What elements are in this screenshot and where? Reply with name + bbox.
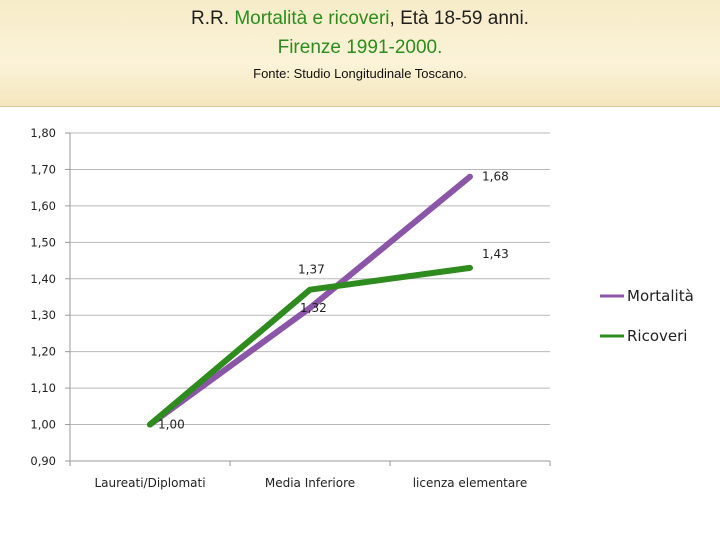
slide-header: R.R. Mortalità e ricoveri, Età 18-59 ann… xyxy=(0,0,720,107)
data-labels: 1,00 1,32 1,68 1,37 1,43 xyxy=(158,170,509,432)
data-label: 1,68 xyxy=(482,170,509,184)
gridlines xyxy=(70,132,550,462)
series-line-mortalità xyxy=(147,173,473,428)
y-tick-label: 1,10 xyxy=(30,381,56,395)
series-line-ricoveri xyxy=(147,264,473,428)
line-chart: 0,90 1,00 1,10 1,20 1,30 1,40 1,50 1,60 1,70 1,80… xyxy=(30,126,694,490)
y-tick-label: 1,80 xyxy=(30,126,56,140)
data-label: 1,00 xyxy=(158,418,185,432)
series-lines xyxy=(147,173,473,428)
title-highlight: Mortalità e ricoveri xyxy=(234,8,390,29)
legend: Mortalità Ricoveri xyxy=(600,287,694,345)
data-label: 1,37 xyxy=(298,263,325,277)
data-label: 1,43 xyxy=(482,247,509,261)
y-axis: 0,90 1,00 1,10 1,20 1,30 1,40 1,50 1,60 1,70 1,80 xyxy=(30,126,71,468)
y-tick-label: 1,70 xyxy=(30,162,56,176)
title-prefix: R.R. xyxy=(191,8,230,29)
y-tick-label: 1,50 xyxy=(30,235,56,249)
legend-label: Mortalità xyxy=(627,287,694,305)
chart-subtitle: Fonte: Studio Longitudinale Toscano. xyxy=(253,66,467,81)
y-tick-label: 1,00 xyxy=(30,418,56,432)
x-tick-label: Laureati/Diplomati xyxy=(94,476,205,490)
data-label: 1,32 xyxy=(300,301,327,315)
y-tick-label: 1,60 xyxy=(30,199,56,213)
y-tick-label: 0,90 xyxy=(30,454,56,468)
x-tick-label: licenza elementare xyxy=(413,476,528,490)
chart-area: 0,90 1,00 1,10 1,20 1,30 1,40 1,50 1,60 1,70 1,80… xyxy=(0,106,720,540)
title-suffix: , Età 18-59 anni. xyxy=(389,8,529,29)
y-tick-label: 1,20 xyxy=(30,345,56,359)
legend-label: Ricoveri xyxy=(627,327,687,345)
y-tick-label: 1,30 xyxy=(30,308,56,322)
x-axis: Laureati/Diplomati Media Inferiore licenza… xyxy=(69,460,551,490)
y-tick-label: 1,40 xyxy=(30,272,56,286)
chart-title: R.R. Mortalità e ricoveri, Età 18-59 ann… xyxy=(0,8,720,30)
x-tick-label: Media Inferiore xyxy=(265,476,355,490)
chart-title-line2: Firenze 1991-2000. xyxy=(277,37,443,58)
